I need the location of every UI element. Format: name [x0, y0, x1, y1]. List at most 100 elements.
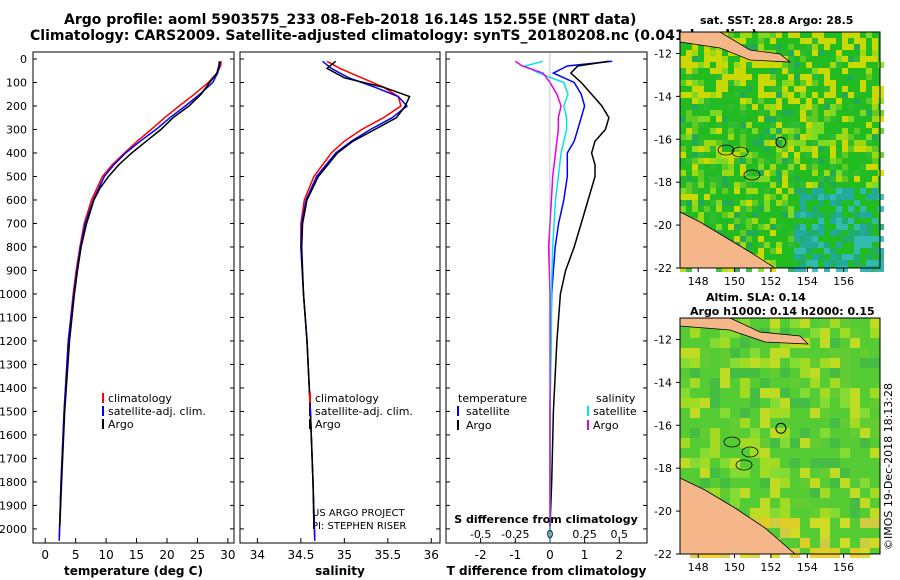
x-tick-label: 20: [159, 548, 174, 562]
sst-map-cell: [716, 50, 722, 56]
sst-map-cell: [782, 182, 788, 188]
sst-map-cell: [800, 86, 806, 92]
sst-map-cell: [812, 152, 818, 158]
sst-map-cell: [818, 128, 824, 134]
sst-map-cell: [758, 110, 764, 116]
sst-map-cell: [758, 248, 764, 254]
sla-map-cell: [680, 358, 690, 368]
sla-map-cell: [840, 378, 850, 388]
sla-map-cell: [790, 438, 800, 448]
sla-map-cell: [710, 388, 720, 398]
sst-map-cell: [818, 176, 824, 182]
x-tick-label: 2: [615, 548, 623, 562]
sst-map-cell: [794, 188, 800, 194]
sst-map-cell: [878, 152, 884, 158]
sst-map-cell: [716, 206, 722, 212]
imos-watermark: ©IMOS 19-Dec-2018 18:13:28: [882, 383, 895, 550]
sst-map-cell: [734, 182, 740, 188]
sla-map-cell: [710, 398, 720, 408]
sst-map-cell: [716, 110, 722, 116]
sla-map-cell: [820, 548, 830, 558]
x-tick-label: 35: [337, 548, 352, 562]
lon-tick-label: 154: [797, 275, 818, 288]
sla-map-cell: [760, 358, 770, 368]
sla-map-cell: [820, 428, 830, 438]
reef-outline: [717, 144, 735, 156]
sla-map-cell: [810, 488, 820, 498]
sst-map-cell: [746, 266, 752, 272]
sst-map-cell: [692, 44, 698, 50]
sla-map-cell: [740, 318, 750, 328]
sst-map-cell: [800, 236, 806, 242]
sst-map-cell: [776, 176, 782, 182]
sst-map-cell: [848, 56, 854, 62]
sst-map-cell: [788, 128, 794, 134]
depth-tick-label: 400: [6, 147, 27, 160]
sst-map-cell: [740, 164, 746, 170]
sst-map-cell: [872, 152, 878, 158]
sst-map-cell: [776, 98, 782, 104]
sla-map-cell: [780, 408, 790, 418]
sst-map-cell: [734, 74, 740, 80]
sst-map-cell: [842, 152, 848, 158]
sst-map-cell: [812, 74, 818, 80]
sst-map-cell: [734, 188, 740, 194]
papua-new-guinea-land: [679, 317, 810, 345]
sst-map-cell: [836, 254, 842, 260]
sst-map-cell: [788, 80, 794, 86]
sst-map-cell: [818, 122, 824, 128]
sst-map-cell: [776, 86, 782, 92]
sla-map-cell: [840, 468, 850, 478]
sst-map-cell: [794, 224, 800, 230]
sla-map-cell: [790, 458, 800, 468]
sst-map-cell: [788, 212, 794, 218]
sst-map-cell: [788, 50, 794, 56]
sst-map-cell: [686, 50, 692, 56]
sst-map-cell: [716, 122, 722, 128]
sst-map-cell: [878, 194, 884, 200]
sst-map-cell: [752, 44, 758, 50]
sst-map-cell: [812, 236, 818, 242]
sla-map-cell: [860, 428, 870, 438]
sst-map-cell: [752, 200, 758, 206]
sst-map-cell: [722, 176, 728, 182]
sst-map-cell: [770, 104, 776, 110]
sla-map-cell: [790, 318, 800, 328]
sst-map-cell: [836, 134, 842, 140]
sst-map-cell: [704, 116, 710, 122]
sst-map-cell: [728, 128, 734, 134]
sla-map-cell: [860, 538, 870, 548]
sla-map-cell: [770, 408, 780, 418]
sst-map-cell: [680, 266, 686, 272]
sst-map-cell: [806, 110, 812, 116]
sst-map-cell: [692, 128, 698, 134]
sla-map-cell: [810, 458, 820, 468]
salinity-panel: 34 34.5 35 35.5 36 salinity climatologysatelli…: [239, 51, 441, 578]
sst-map-cell: [728, 164, 734, 170]
sst-map-cell: [758, 170, 764, 176]
sst-map-cell: [680, 146, 686, 152]
sla-map-cell: [710, 338, 720, 348]
sst-map-cell: [770, 80, 776, 86]
sst-map-cell: [710, 218, 716, 224]
sla-map-cell: [820, 408, 830, 418]
sla-map-cell: [840, 318, 850, 328]
sst-map-cell: [740, 152, 746, 158]
x-tick-label: -2: [475, 548, 487, 562]
sst-map-cell: [728, 170, 734, 176]
sst-map-cell: [770, 62, 776, 68]
sst-map-cell: [716, 140, 722, 146]
sst-map-cell: [752, 152, 758, 158]
sst-map-cell: [764, 92, 770, 98]
sst-map-cell: [872, 116, 878, 122]
sst-map-cell: [812, 146, 818, 152]
sst-map-cell: [704, 206, 710, 212]
sla-map-cell: [710, 428, 720, 438]
sst-map-cell: [746, 44, 752, 50]
sst-map-cell: [698, 122, 704, 128]
sst-map-cell: [782, 194, 788, 200]
sst-map-cell: [800, 194, 806, 200]
sst-map-cell: [872, 86, 878, 92]
sst-map-cell: [830, 164, 836, 170]
sst-map-cell: [848, 194, 854, 200]
